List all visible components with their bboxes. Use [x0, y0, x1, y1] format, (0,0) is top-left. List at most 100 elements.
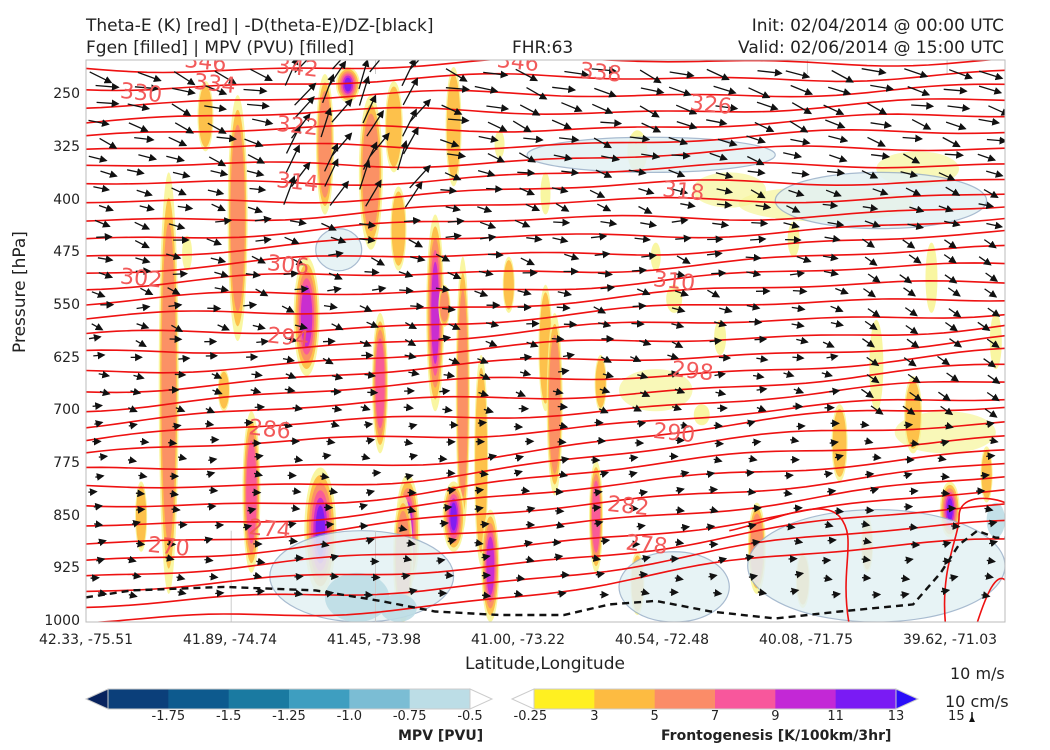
fgen-streak	[375, 338, 385, 429]
wind-vector	[983, 189, 999, 198]
wind-vector	[938, 205, 954, 213]
wind-vector	[706, 523, 716, 532]
wind-vector	[128, 122, 149, 133]
wind-vector	[294, 285, 310, 293]
init-time: Init: 02/04/2014 @ 00:00 UTC	[751, 16, 1004, 36]
wind-vector	[246, 169, 265, 178]
wind-vector	[553, 153, 573, 162]
mpv-patch	[315, 228, 363, 272]
wind-vector	[100, 170, 118, 178]
wind-vector	[641, 152, 661, 160]
wind-vector	[862, 537, 872, 545]
wind-vector	[523, 135, 544, 144]
wind-vector	[168, 222, 186, 231]
wind-vector	[594, 87, 617, 98]
wind-vector	[127, 456, 138, 464]
wind-vector	[88, 119, 110, 127]
mpv-colorbar-tip-left	[84, 688, 109, 710]
wind-vector	[477, 419, 488, 427]
wind-vector	[907, 222, 925, 230]
theta-e-contour-label: 314	[275, 168, 319, 197]
wind-vector	[709, 337, 723, 346]
wind-vector	[128, 421, 138, 430]
wind-vector	[402, 554, 413, 563]
mpv-colorbar	[84, 688, 494, 710]
wind-vector	[945, 186, 961, 196]
mpv-patch	[324, 572, 390, 622]
wind-vector	[255, 236, 272, 244]
wind-vector	[942, 540, 952, 549]
y-tick-label: 850	[53, 507, 80, 524]
wind-vector	[474, 85, 499, 94]
wind-vector	[867, 102, 888, 115]
theta-e-contour	[86, 363, 1005, 429]
wind-vector	[668, 86, 692, 97]
theta-e-contour	[86, 217, 1005, 257]
wind-vector	[715, 171, 734, 180]
wind-vector	[748, 573, 759, 581]
wind-vector	[983, 239, 997, 249]
wind-vector	[945, 321, 958, 332]
wind-vector	[791, 169, 810, 178]
wind-vector	[320, 540, 330, 548]
wind-vector	[409, 254, 426, 263]
wind-vector	[714, 319, 728, 328]
wind-vector	[986, 391, 1000, 402]
wind-vector	[754, 335, 768, 344]
wind-vector	[754, 121, 775, 133]
mpv-colorbar-tick: -0.5	[457, 709, 483, 724]
wind-vector	[823, 574, 833, 583]
wind-vector	[864, 220, 881, 228]
wind-vector	[715, 103, 739, 112]
wind-vector	[244, 138, 264, 148]
wind-vector	[513, 469, 523, 477]
wind-vector	[171, 505, 181, 514]
wind-vector	[788, 189, 805, 197]
wind-vector	[173, 71, 196, 86]
wind-vector	[944, 239, 957, 249]
wind-vector	[598, 320, 612, 328]
wind-vector	[986, 170, 1004, 178]
wind-vector	[671, 216, 689, 225]
wind-vector	[561, 168, 580, 177]
wind-vector	[127, 555, 137, 564]
wind-vector	[870, 121, 893, 129]
wind-vector	[322, 337, 336, 346]
wind-vector	[900, 170, 919, 178]
wind-vector	[408, 587, 418, 596]
wind-vector	[670, 270, 686, 279]
wind-vector	[331, 323, 344, 331]
wind-vector	[747, 168, 766, 177]
wind-vector	[447, 116, 470, 125]
wind-vector	[790, 84, 814, 96]
wind-vector	[359, 339, 372, 347]
wind-vector	[591, 554, 602, 562]
wind-vector	[204, 555, 214, 564]
wind-vector	[986, 338, 1000, 348]
wind-vector	[140, 287, 154, 295]
wind-vector	[178, 354, 191, 363]
wind-vector	[861, 555, 871, 564]
wind-vector	[214, 521, 225, 530]
contour-labels: 270 274 278 282 286 290 294 298 302 306 310 314 318 3…	[119, 60, 733, 562]
wind-vector	[561, 102, 583, 113]
wind-vector	[442, 405, 453, 414]
wind-vector	[680, 469, 690, 478]
mpv-colorbar-segment	[108, 689, 169, 709]
wind-vector	[870, 84, 895, 92]
wind-vector	[708, 572, 718, 581]
wind-vector	[517, 168, 536, 177]
valid-time: Valid: 02/06/2014 @ 15:00 UTC	[738, 38, 1004, 58]
y-tick-label: 475	[53, 244, 80, 261]
wind-vector	[330, 236, 347, 244]
wind-vector	[480, 233, 497, 242]
theta-e-contour-label: 286	[248, 415, 292, 444]
fgen-streak	[182, 235, 193, 271]
wind-vector	[172, 270, 188, 278]
wind-vector	[558, 367, 570, 376]
wind-vector	[638, 570, 649, 579]
fgen-streak	[989, 312, 1002, 370]
wind-vector	[786, 205, 801, 213]
theta-e-contour	[86, 145, 1005, 169]
wind-vector	[247, 506, 257, 515]
